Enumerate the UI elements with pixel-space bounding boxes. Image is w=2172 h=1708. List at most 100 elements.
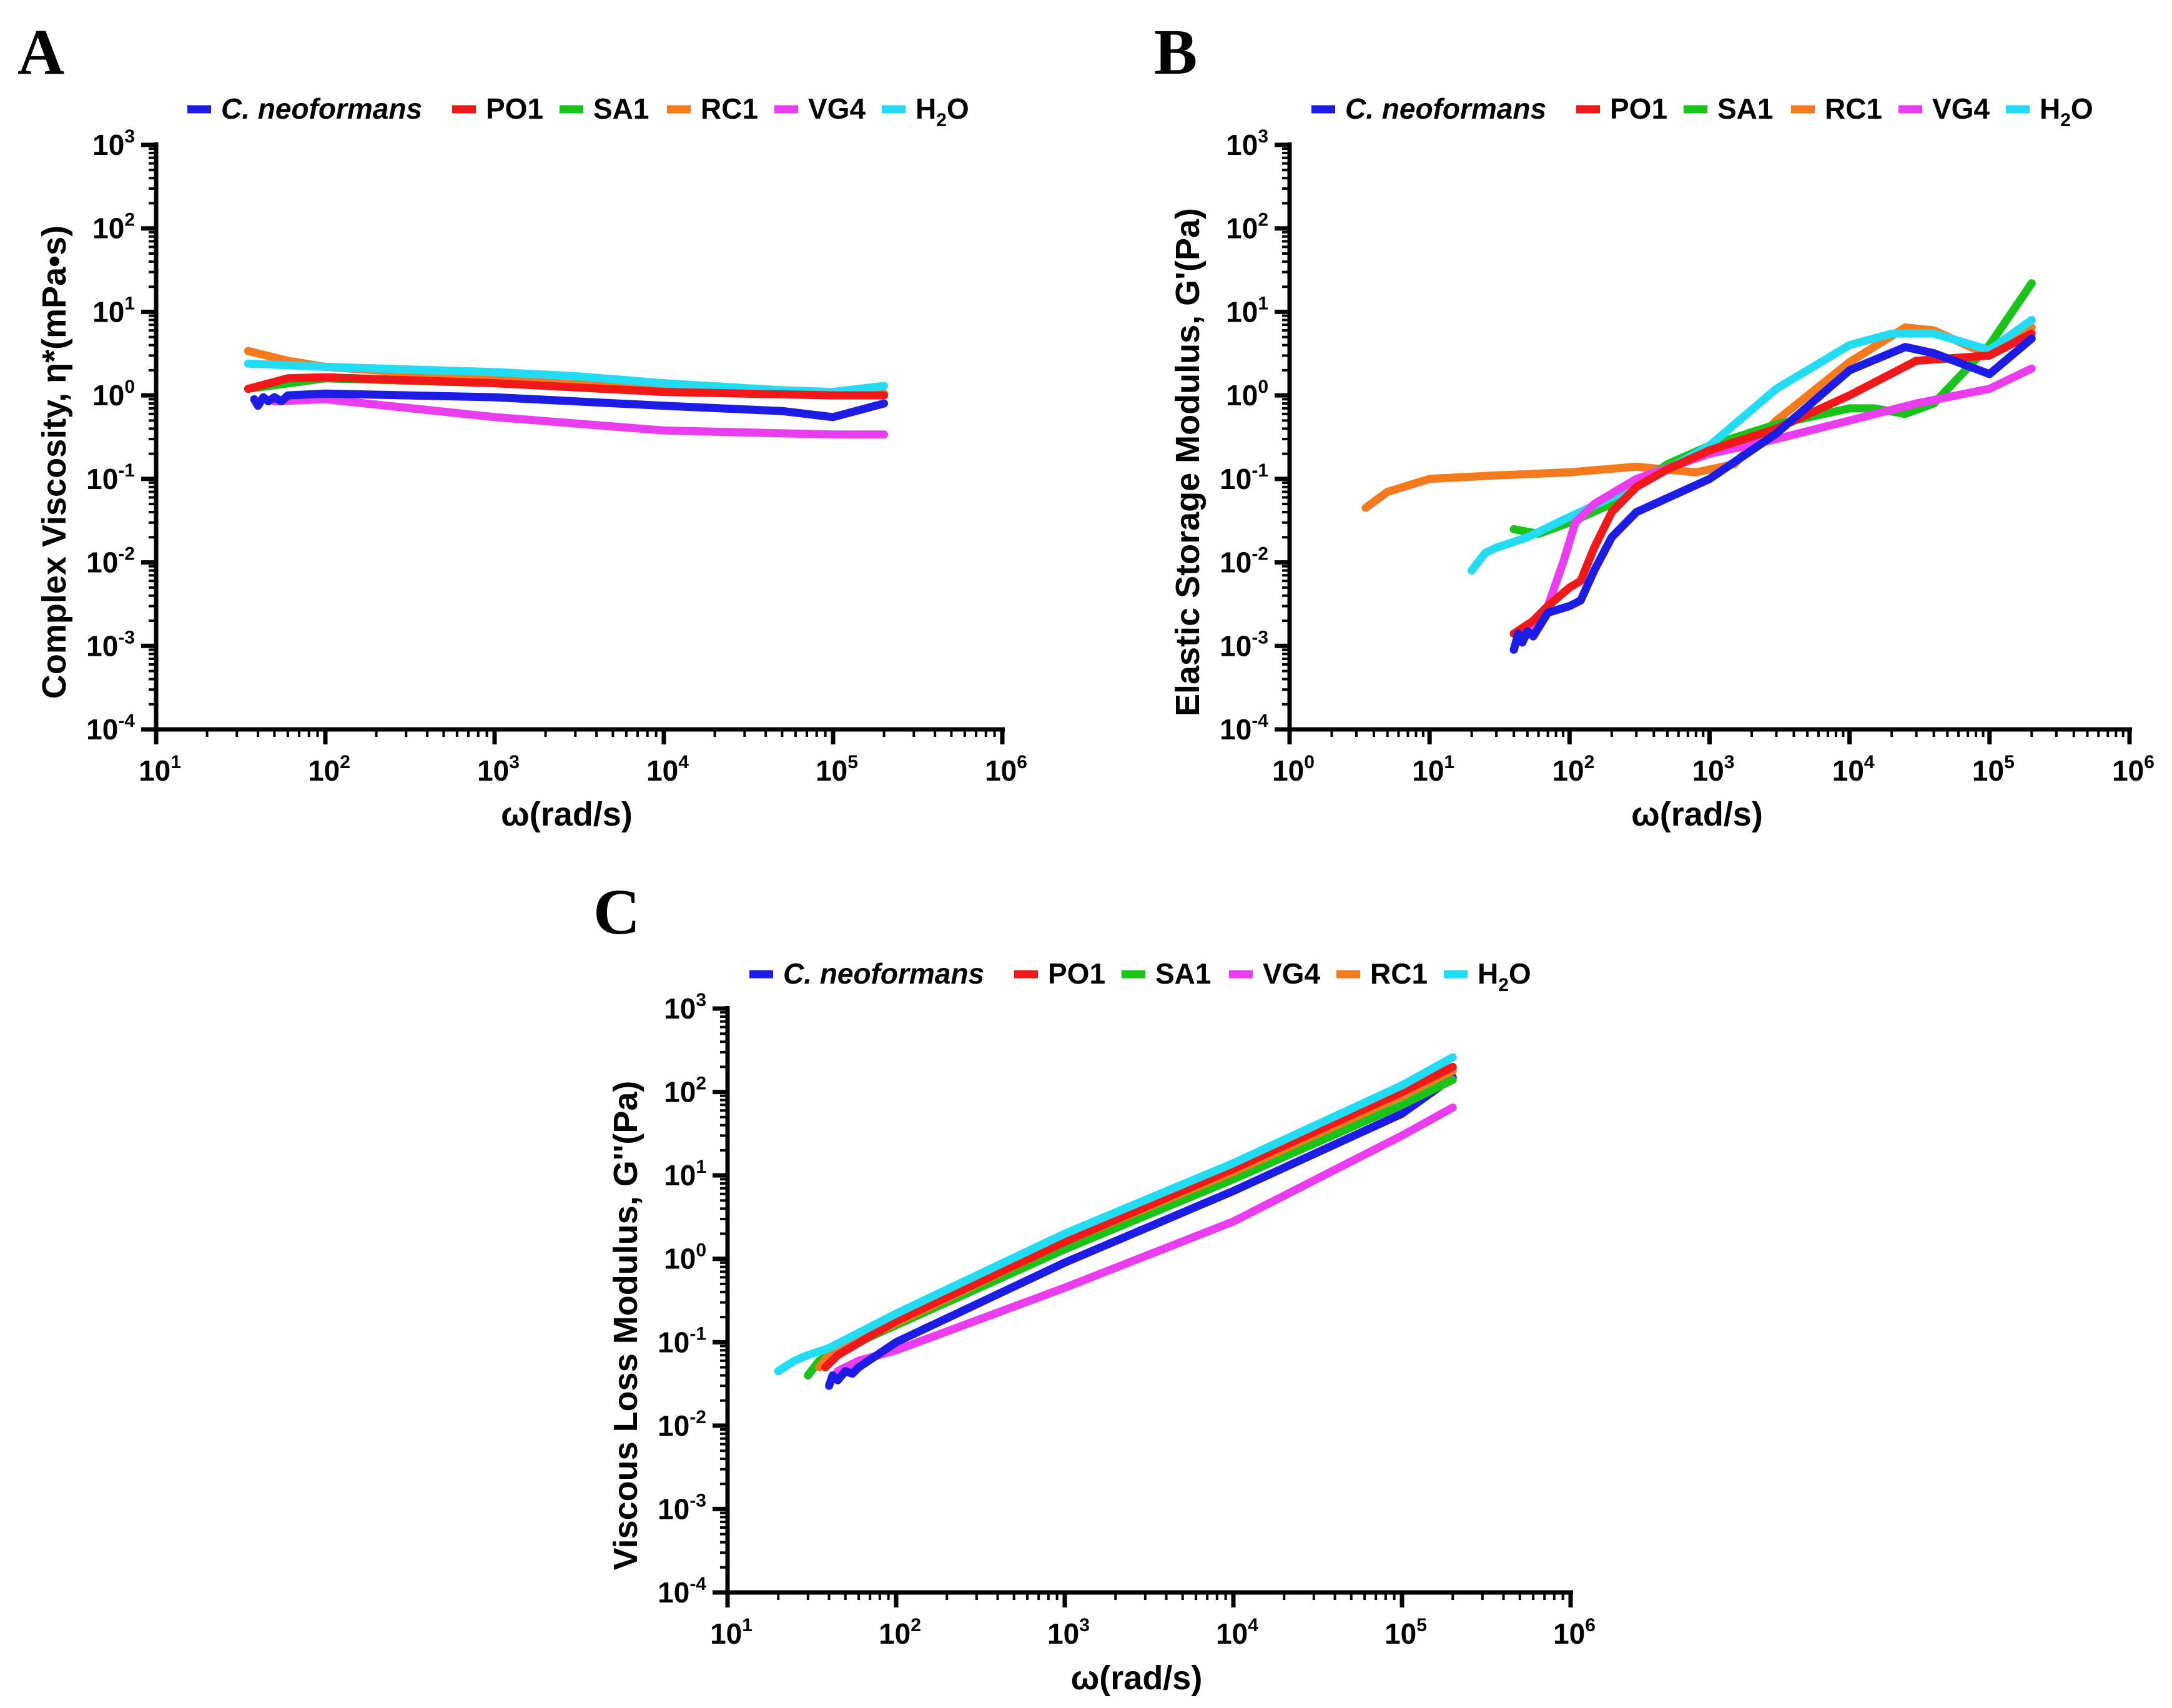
legend-label-sa1: SA1: [593, 92, 649, 125]
y-tick-label: 10-2: [1220, 544, 1268, 579]
x-tick-exponent: 4: [678, 752, 689, 773]
y-tick-exponent: 2: [696, 1074, 706, 1094]
legend-label-text: C. neoformans: [1345, 92, 1546, 125]
x-tick-exponent: 2: [911, 1615, 921, 1636]
y-tick-label: 100: [664, 1240, 706, 1275]
x-tick-base: 10: [1216, 1617, 1248, 1650]
y-tick-base: 10: [664, 1159, 696, 1192]
legend: C. neoformans PO1 SA1 VG4 RC1 H2O: [749, 957, 1531, 995]
y-tick-exponent: 0: [696, 1240, 706, 1261]
x-tick-base: 10: [1553, 1617, 1585, 1650]
x-tick-base: 10: [1272, 754, 1304, 787]
series-line-vg4: [270, 395, 889, 439]
x-tick-label: 104: [1832, 752, 1875, 787]
y-tick-exponent: -2: [689, 1407, 706, 1428]
legend-label-text: H: [2040, 92, 2060, 125]
x-axis-title: ω(rad/s): [1071, 1659, 1203, 1697]
y-tick-exponent: 1: [1258, 293, 1268, 313]
x-tick-exponent: 3: [509, 752, 520, 773]
y-tick-exponent: 0: [1258, 377, 1268, 397]
series-line-c-neoformans: [250, 389, 889, 422]
y-tick-exponent: -3: [118, 627, 135, 648]
y-axis-title: Viscous Loss Modulus, G''(Pa): [607, 1081, 644, 1571]
y-tick-exponent: -2: [1251, 544, 1268, 565]
x-tick-exponent: 6: [1017, 752, 1027, 773]
legend-label-vg4: VG4: [808, 92, 866, 125]
y-tick-exponent: -1: [689, 1323, 706, 1344]
legend-label-tail: O: [1509, 957, 1531, 990]
legend-label-tail: O: [947, 92, 969, 125]
y-tick-label: 103: [92, 126, 135, 161]
y-tick-label: 102: [1226, 210, 1268, 245]
y-tick-label: 10-4: [1220, 711, 1268, 746]
y-tick-exponent: -3: [1251, 627, 1268, 648]
y-tick-base: 10: [658, 1576, 689, 1609]
legend: C. neoformans PO1 SA1 RC1 VG4 H2O: [187, 92, 969, 131]
legend-label-c-neoformans: C. neoformans: [1345, 92, 1546, 125]
x-tick-exponent: 5: [847, 752, 858, 773]
y-tick-exponent: -4: [118, 711, 135, 731]
y-tick-base: 10: [1226, 129, 1258, 161]
legend-label-text: SA1: [1717, 92, 1773, 125]
series-line-po1: [821, 1062, 1457, 1371]
legend-label-po1: PO1: [1048, 957, 1105, 990]
x-tick-base: 10: [646, 754, 678, 787]
legend-label-text: PO1: [1048, 957, 1105, 990]
y-tick-label: 10-3: [658, 1490, 706, 1525]
legend-label-h2o: H2O: [2040, 92, 2093, 131]
legend-label-text: H: [916, 92, 936, 125]
x-tick-label: 102: [879, 1615, 921, 1650]
x-tick-base: 10: [139, 754, 170, 787]
x-tick-exponent: 4: [1864, 752, 1875, 773]
y-tick-exponent: -4: [689, 1574, 706, 1594]
y-tick-exponent: -3: [689, 1490, 706, 1511]
legend-label-text: SA1: [593, 92, 649, 125]
legend-label-subscript: 2: [2060, 110, 2071, 131]
y-tick-label: 103: [664, 990, 706, 1025]
legend-label-po1: PO1: [1610, 92, 1667, 125]
y-tick-base: 10: [92, 129, 124, 161]
x-tick-base: 10: [2112, 754, 2144, 787]
y-tick-base: 10: [1220, 629, 1251, 662]
x-tick-label: 102: [1552, 752, 1594, 787]
x-tick-base: 10: [1692, 754, 1724, 787]
x-tick-base: 10: [816, 754, 847, 787]
y-tick-base: 10: [92, 295, 124, 328]
x-tick-exponent: 1: [170, 752, 181, 773]
panel-letter-a: A: [17, 16, 64, 88]
y-tick-base: 10: [664, 1243, 696, 1275]
x-tick-base: 10: [1412, 754, 1444, 787]
y-tick-exponent: 3: [124, 126, 135, 147]
legend-label-text: C. neoformans: [221, 92, 422, 125]
legend-label-sa1: SA1: [1155, 957, 1211, 990]
x-tick-exponent: 0: [1304, 752, 1315, 773]
y-tick-label: 103: [1226, 126, 1268, 161]
legend-label-text: VG4: [808, 92, 866, 125]
y-tick-label: 10-3: [86, 627, 135, 662]
series-line-po1: [1509, 329, 2036, 638]
x-tick-exponent: 5: [2004, 752, 2015, 773]
x-tick-base: 10: [1552, 754, 1584, 787]
legend-label-text: RC1: [1825, 92, 1882, 125]
series-line-vg4: [1523, 364, 2036, 636]
x-tick-base: 10: [1385, 1617, 1416, 1650]
legend-label-text: SA1: [1155, 957, 1211, 990]
y-tick-label: 10-1: [86, 460, 135, 495]
legend-label-text: PO1: [486, 92, 543, 125]
x-tick-base: 10: [477, 754, 509, 787]
x-tick-label: 106: [2112, 752, 2155, 787]
y-tick-exponent: -4: [1251, 711, 1268, 731]
legend-label-vg4: VG4: [1932, 92, 1990, 125]
x-tick-label: 105: [1972, 752, 2015, 787]
x-tick-exponent: 3: [1724, 752, 1735, 773]
legend-label-h2o: H2O: [1478, 957, 1531, 995]
y-tick-base: 10: [664, 1076, 696, 1108]
x-tick-exponent: 4: [1248, 1615, 1258, 1636]
y-tick-label: 101: [92, 293, 135, 328]
x-tick-label: 102: [308, 752, 350, 787]
y-tick-label: 101: [1226, 293, 1268, 328]
y-tick-base: 10: [1226, 212, 1258, 245]
